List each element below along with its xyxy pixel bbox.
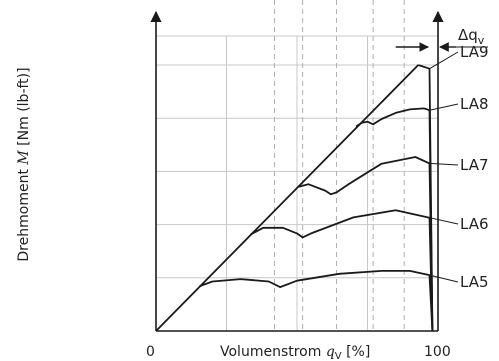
leader-line-la5 [429, 274, 459, 283]
x-tick-label-0: 0 [146, 344, 155, 360]
leader-line-la6 [429, 217, 459, 225]
curves [155, 64, 434, 332]
limit-line [155, 64, 419, 332]
x-axis-label: Volumenstrom qV [%] [220, 344, 370, 361]
series-line-la8 [355, 107, 434, 332]
series-line-la7 [298, 156, 434, 332]
leader-line-la9 [429, 51, 459, 70]
y-axis-label: Drehmoment M [Nm (lb-ft)] [16, 67, 32, 262]
series-label-la8: LA8 [460, 95, 489, 113]
series-label-la7: LA7 [460, 156, 489, 174]
axes [150, 10, 488, 332]
grid [156, 0, 438, 331]
leader-line-la8 [429, 103, 459, 111]
series-line-la6 [250, 209, 434, 332]
series-label-la6: LA6 [460, 215, 489, 233]
leader-line-la7 [429, 162, 459, 166]
series-label-la5: LA5 [460, 273, 489, 291]
series-label-la9: LA9 [460, 43, 489, 61]
x-tick-label-100: 100 [424, 344, 451, 360]
series-line-la5 [199, 270, 434, 332]
